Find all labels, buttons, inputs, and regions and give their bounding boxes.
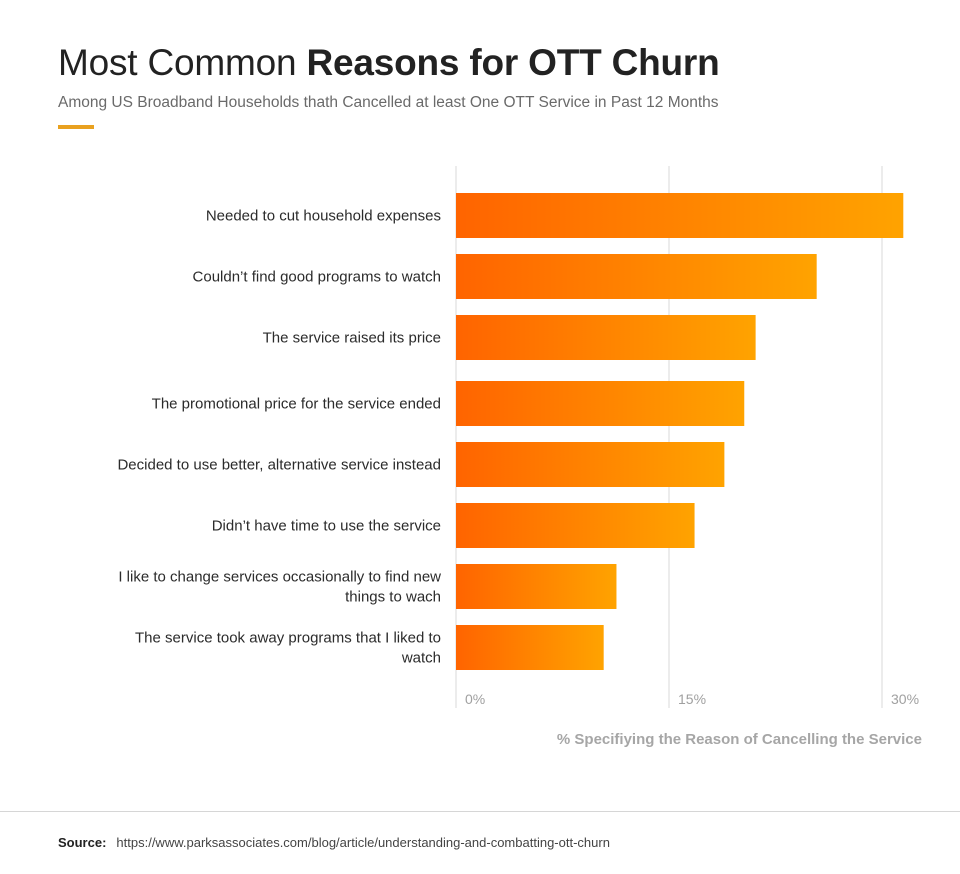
bar (456, 381, 745, 426)
bar (456, 193, 904, 238)
category-label: The service raised its price (263, 330, 441, 347)
x-tick-labels: 0% 15% 30% (465, 691, 919, 707)
category-label: The service took away programs that I li… (135, 630, 441, 667)
x-tick-label: 30% (891, 691, 919, 707)
bar (456, 442, 725, 487)
bar (456, 503, 695, 548)
source-label: Source: (58, 835, 107, 850)
chart-title-light: Most Common (58, 42, 307, 83)
source-line: Source: https://www.parksassociates.com/b… (58, 835, 610, 850)
bar-chart: Needed to cut household expenses Couldn’t… (117, 166, 919, 708)
category-label: Didn’t have time to use the service (212, 518, 441, 535)
title-accent-underline (58, 125, 94, 129)
x-axis-label: % Specifiying the Reason of Cancelling t… (556, 731, 922, 748)
bar (456, 564, 617, 609)
chart-title-bold: Reasons for OTT Churn (306, 42, 720, 83)
bar (456, 315, 756, 360)
bar (456, 254, 817, 299)
source-link[interactable]: https://www.parksassociates.com/blog/art… (116, 835, 610, 850)
x-tick-label: 15% (678, 691, 706, 707)
bar (456, 625, 604, 670)
category-label: I like to change services occasionally t… (118, 569, 441, 606)
category-label: Couldn’t find good programs to watch (193, 269, 441, 286)
footer-divider (0, 811, 960, 812)
bars (456, 193, 904, 670)
x-tick-label: 0% (465, 691, 485, 707)
category-label: Needed to cut household expenses (206, 208, 441, 225)
category-label: Decided to use better, alternative servi… (117, 457, 441, 474)
category-label: The promotional price for the service en… (152, 396, 441, 413)
chart-subtitle: Among US Broadband Households thath Canc… (58, 94, 719, 111)
category-labels: Needed to cut household expenses Couldn’t… (117, 208, 441, 667)
chart-title: Most Common Reasons for OTT Churn (58, 42, 720, 84)
